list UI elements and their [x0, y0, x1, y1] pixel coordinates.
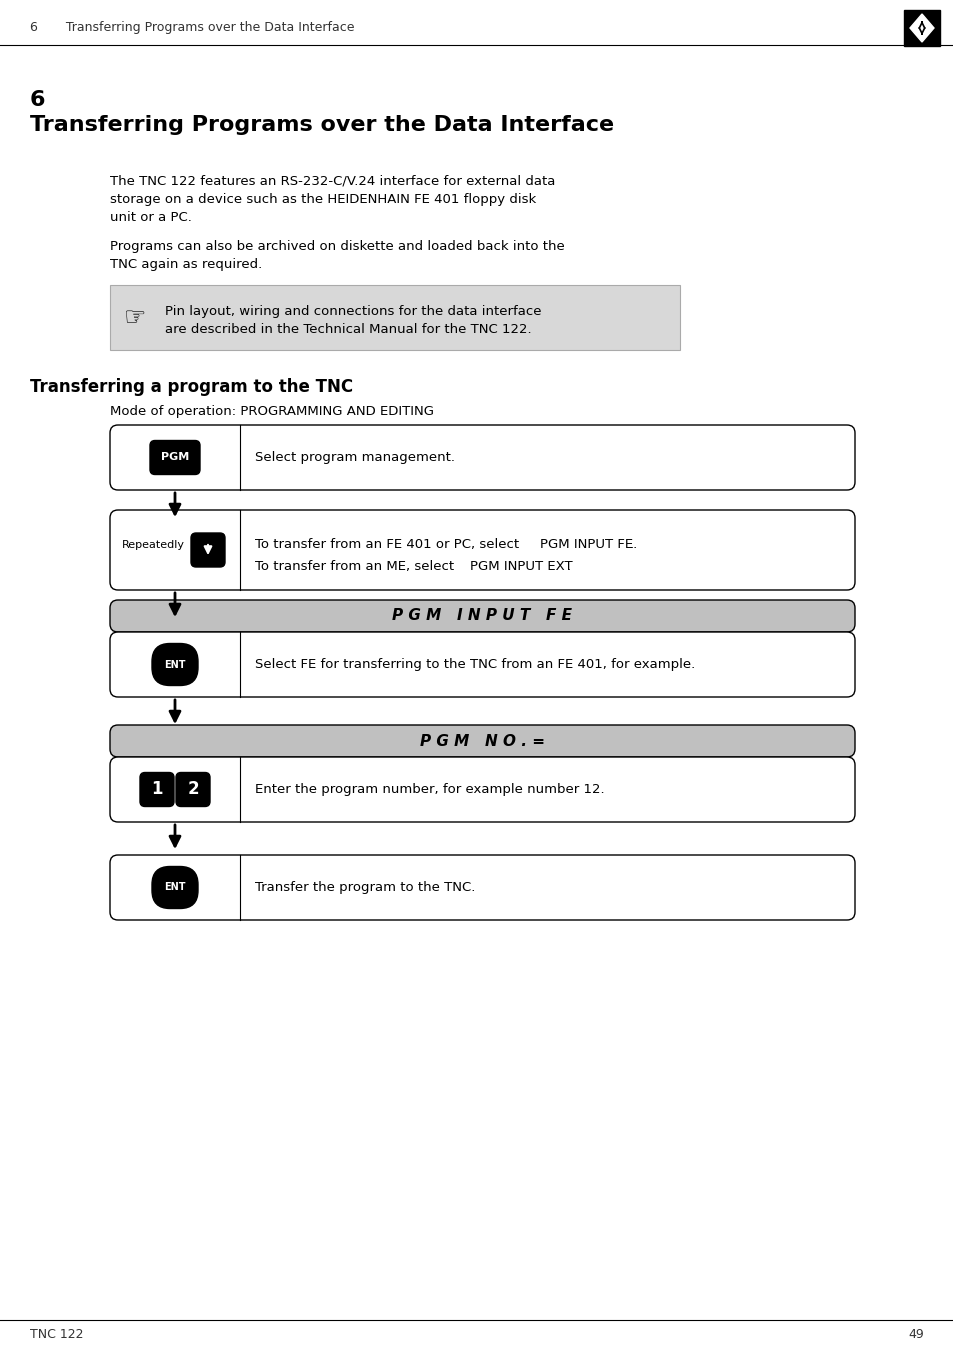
Text: ENT: ENT: [164, 882, 186, 893]
Text: Transferring a program to the TNC: Transferring a program to the TNC: [30, 378, 353, 396]
Text: PGM INPUT FE: PGM INPUT FE: [539, 538, 633, 551]
Text: .: .: [566, 561, 571, 573]
Text: 6       Transferring Programs over the Data Interface: 6 Transferring Programs over the Data In…: [30, 22, 355, 35]
FancyBboxPatch shape: [191, 534, 225, 567]
Text: PGM: PGM: [161, 453, 189, 462]
Text: The TNC 122 features an RS-232-C/V.24 interface for external data
storage on a d: The TNC 122 features an RS-232-C/V.24 in…: [110, 176, 555, 224]
FancyBboxPatch shape: [152, 643, 198, 685]
Text: 49: 49: [907, 1328, 923, 1342]
Text: Programs can also be archived on diskette and loaded back into the
TNC again as : Programs can also be archived on diskett…: [110, 240, 564, 272]
Polygon shape: [909, 14, 933, 42]
Text: PGM INPUT EXT: PGM INPUT EXT: [470, 561, 572, 573]
Text: ..: ..: [629, 538, 638, 551]
FancyBboxPatch shape: [110, 600, 854, 632]
FancyBboxPatch shape: [175, 773, 210, 807]
FancyBboxPatch shape: [110, 632, 854, 697]
Text: Mode of operation: PROGRAMMING AND EDITING: Mode of operation: PROGRAMMING AND EDITI…: [110, 405, 434, 417]
Text: 2: 2: [187, 781, 198, 798]
Text: ☞: ☞: [124, 305, 146, 330]
FancyBboxPatch shape: [110, 509, 854, 590]
FancyBboxPatch shape: [110, 285, 679, 350]
FancyBboxPatch shape: [110, 725, 854, 757]
FancyBboxPatch shape: [110, 855, 854, 920]
Text: To transfer from an FE 401 or PC, select: To transfer from an FE 401 or PC, select: [254, 538, 523, 551]
Text: Select program management.: Select program management.: [254, 451, 455, 463]
Text: ENT: ENT: [164, 659, 186, 670]
FancyBboxPatch shape: [110, 426, 854, 490]
Text: Enter the program number, for example number 12.: Enter the program number, for example nu…: [254, 784, 604, 796]
FancyBboxPatch shape: [150, 440, 200, 474]
FancyBboxPatch shape: [152, 866, 198, 908]
Text: TNC 122: TNC 122: [30, 1328, 84, 1342]
Text: P G M   N O . =: P G M N O . =: [419, 734, 544, 748]
Text: Pin layout, wiring and connections for the data interface
are described in the T: Pin layout, wiring and connections for t…: [165, 305, 541, 336]
Text: 1: 1: [152, 781, 163, 798]
Text: Transfer the program to the TNC.: Transfer the program to the TNC.: [254, 881, 475, 894]
Text: 6: 6: [30, 91, 46, 109]
Text: Transferring Programs over the Data Interface: Transferring Programs over the Data Inte…: [30, 115, 614, 135]
FancyBboxPatch shape: [140, 773, 173, 807]
FancyBboxPatch shape: [110, 757, 854, 821]
Text: P G M   I N P U T   F E: P G M I N P U T F E: [392, 608, 572, 624]
FancyBboxPatch shape: [903, 9, 939, 46]
Text: To transfer from an ME, select: To transfer from an ME, select: [254, 561, 462, 573]
Text: Repeatedly: Repeatedly: [122, 540, 185, 550]
Text: Select FE for transferring to the TNC from an FE 401, for example.: Select FE for transferring to the TNC fr…: [254, 658, 695, 671]
